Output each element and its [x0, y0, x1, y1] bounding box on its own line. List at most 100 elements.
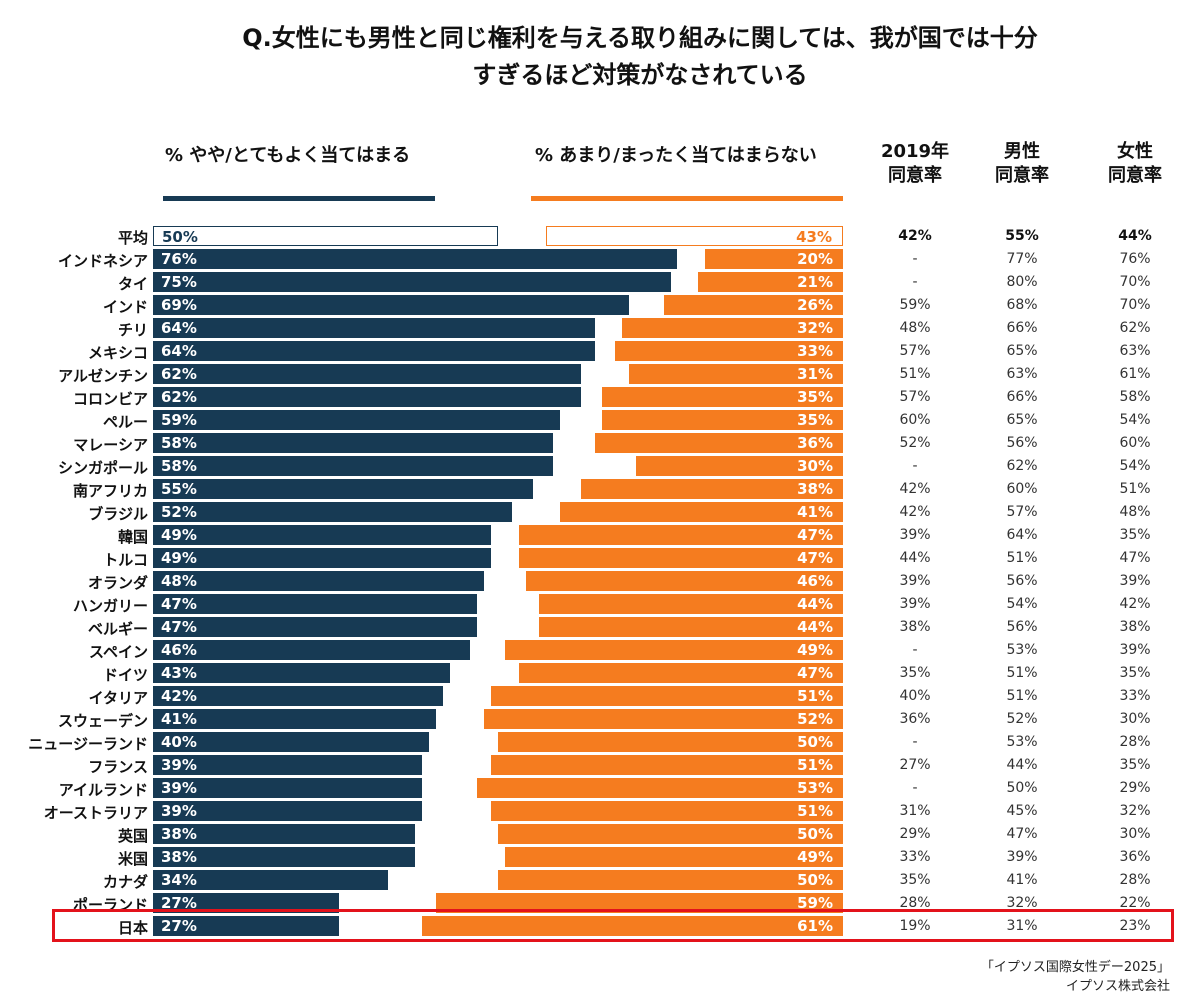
bar-disagree: 31% — [629, 364, 843, 384]
data-label-agree: 39% — [161, 802, 197, 820]
table-cell-male: 65% — [1006, 412, 1038, 428]
chart-row: タイ 75% 21% - 80% 70% — [0, 271, 1200, 295]
bar-disagree: 49% — [504, 847, 843, 867]
bar-agree: 59% — [153, 410, 561, 430]
data-label-agree: 75% — [161, 273, 197, 291]
bar-agree: 46% — [153, 640, 471, 660]
table-cell-female: 76% — [1119, 251, 1151, 267]
bar-agree: 40% — [153, 732, 429, 752]
table-cell-male: 56% — [1006, 619, 1038, 635]
table-cell-male: 53% — [1006, 734, 1038, 750]
table-cell-male: 32% — [1006, 895, 1038, 911]
data-label-agree: 50% — [162, 228, 198, 246]
bar-disagree: 47% — [518, 548, 843, 568]
bar-agree: 38% — [153, 824, 416, 844]
bar-agree: 48% — [153, 571, 485, 591]
table-cell-male: 41% — [1006, 872, 1038, 888]
highlight-box-japan — [52, 909, 1174, 942]
table-header-female-l1: 女性 — [1117, 141, 1153, 162]
table-cell-female: 35% — [1119, 527, 1151, 543]
data-label-agree: 55% — [161, 480, 197, 498]
table-header-2019-l2: 同意率 — [888, 165, 942, 186]
table-cell-y2019: 27% — [899, 757, 931, 773]
table-cell-y2019: 33% — [899, 849, 931, 865]
data-label-disagree: 53% — [797, 779, 833, 797]
chart-row: メキシコ 64% 33% 57% 65% 63% — [0, 340, 1200, 364]
table-cell-female: 58% — [1119, 389, 1151, 405]
chart-row: 韓国 49% 47% 39% 64% 35% — [0, 524, 1200, 548]
table-cell-y2019: 39% — [899, 573, 931, 589]
table-cell-male: 66% — [1006, 320, 1038, 336]
chart-row: ハンガリー 47% 44% 39% 54% 42% — [0, 593, 1200, 617]
table-cell-y2019: 19% — [899, 918, 931, 934]
table-cell-male: 57% — [1006, 504, 1038, 520]
chart-row: スウェーデン 41% 52% 36% 52% 30% — [0, 708, 1200, 732]
table-cell-female: 70% — [1119, 274, 1151, 290]
data-label-agree: 58% — [161, 457, 197, 475]
table-cell-female: 47% — [1119, 550, 1151, 566]
table-cell-male: 39% — [1006, 849, 1038, 865]
category-label: 南アフリカ — [72, 482, 148, 500]
category-label: アイルランド — [58, 781, 148, 799]
bar-agree: 62% — [153, 364, 581, 384]
table-cell-female: 54% — [1119, 412, 1151, 428]
bar-disagree: 47% — [518, 525, 843, 545]
table-cell-male: 51% — [1006, 665, 1038, 681]
bar-disagree: 35% — [601, 387, 843, 407]
category-label: インドネシア — [57, 252, 148, 270]
data-label-agree: 38% — [161, 848, 197, 866]
chart-row: インド 69% 26% 59% 68% 70% — [0, 294, 1200, 318]
table-cell-y2019: - — [912, 251, 918, 267]
chart-row: トルコ 49% 47% 44% 51% 47% — [0, 547, 1200, 571]
table-cell-y2019: 38% — [899, 619, 931, 635]
category-label: コロンビア — [72, 390, 148, 408]
table-cell-y2019: 42% — [899, 481, 931, 497]
data-label-disagree: 38% — [797, 480, 833, 498]
bar-disagree: 26% — [663, 295, 843, 315]
data-label-disagree: 31% — [797, 365, 833, 383]
data-label-agree: 49% — [161, 549, 197, 567]
bar-disagree: 47% — [518, 663, 843, 683]
table-cell-female: 32% — [1119, 803, 1151, 819]
table-cell-female: 51% — [1119, 481, 1151, 497]
data-label-agree: 76% — [161, 250, 197, 268]
table-cell-female: 30% — [1119, 711, 1151, 727]
chart-row: 南アフリカ 55% 38% 42% 60% 51% — [0, 478, 1200, 502]
table-cell-female: 33% — [1119, 688, 1151, 704]
table-header-male: 男性 同意率 — [967, 140, 1077, 188]
bar-disagree: 51% — [491, 801, 843, 821]
table-cell-female: 70% — [1119, 297, 1151, 313]
category-label: ブラジル — [88, 505, 148, 523]
table-cell-y2019: 42% — [899, 504, 931, 520]
chart-row: カナダ 34% 50% 35% 41% 28% — [0, 869, 1200, 893]
data-label-disagree: 47% — [797, 526, 833, 544]
bar-disagree: 35% — [601, 410, 843, 430]
category-label: 日本 — [117, 919, 148, 937]
bar-disagree: 44% — [539, 594, 843, 614]
table-cell-male: 50% — [1006, 780, 1038, 796]
bar-agree: 27% — [153, 916, 340, 936]
category-label: フランス — [88, 758, 148, 776]
table-cell-female: 61% — [1119, 366, 1151, 382]
category-label: チリ — [117, 321, 148, 339]
data-label-disagree: 51% — [797, 756, 833, 774]
data-label-agree: 59% — [161, 411, 197, 429]
data-label-disagree: 43% — [796, 228, 832, 246]
data-label-agree: 42% — [161, 687, 197, 705]
chart-row: 平均 50% 43% 42% 55% 44% — [0, 225, 1200, 249]
category-label: マレーシア — [73, 436, 148, 454]
bar-disagree: 51% — [491, 686, 843, 706]
bar-agree: 41% — [153, 709, 436, 729]
category-label: カナダ — [102, 873, 148, 891]
category-label: シンガポール — [57, 459, 148, 477]
category-label: ベルギー — [87, 620, 148, 638]
table-cell-y2019: 59% — [899, 297, 931, 313]
category-label: イタリア — [88, 689, 148, 707]
category-label: ハンガリー — [72, 597, 148, 615]
table-cell-female: 60% — [1119, 435, 1151, 451]
table-cell-y2019: 42% — [898, 228, 932, 244]
data-label-disagree: 59% — [797, 894, 833, 912]
data-label-disagree: 35% — [797, 411, 833, 429]
data-label-disagree: 50% — [797, 871, 833, 889]
table-cell-y2019: - — [912, 274, 918, 290]
